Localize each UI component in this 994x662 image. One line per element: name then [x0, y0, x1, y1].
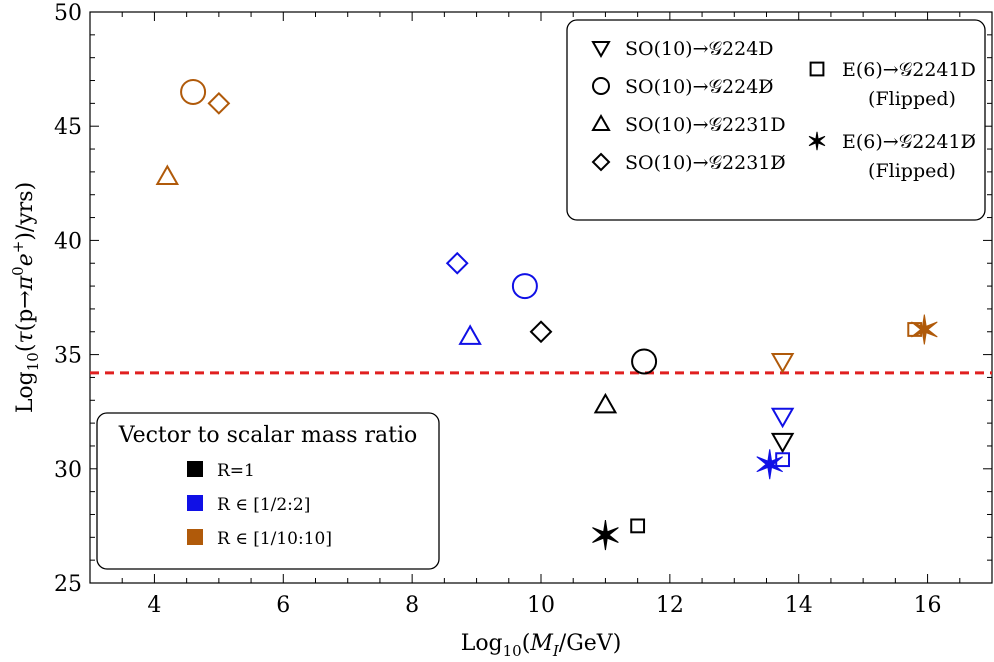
data-point-star [756, 449, 783, 480]
x-tick-label: 6 [276, 593, 290, 618]
data-point-diamond [529, 320, 553, 344]
y-tick-label: 40 [54, 229, 82, 254]
x-tick-label: 10 [527, 593, 555, 618]
legend-sublabel: (Flipped) [868, 88, 956, 110]
data-point-circle [511, 273, 538, 300]
legend-marker-diamond [591, 152, 611, 172]
x-tick-label: 16 [914, 593, 942, 618]
data-point-star [911, 314, 938, 345]
legend-label: SO(10)→𝒢224D̸ [625, 76, 774, 98]
legend-label: E(6)→𝒢2241D̸ [842, 131, 976, 153]
data-point-circle [180, 78, 207, 105]
legend-marker-star [808, 131, 826, 151]
y-tick-label: 30 [54, 458, 82, 483]
legend-marker-triangle-down [591, 41, 611, 59]
legend-marker-triangle-up [591, 113, 611, 131]
legend-sublabel: (Flipped) [868, 160, 956, 182]
x-tick-label: 12 [656, 593, 684, 618]
x-axis: 4 6 8 10 12 14 16 [121, 12, 961, 618]
data-point-triangle-up [458, 324, 482, 345]
data-point-circle [631, 348, 658, 375]
color-legend-swatch [187, 495, 203, 511]
color-legend: Vector to scalar mass ratio R=1 R ∈ [1/2:2… [96, 412, 440, 570]
data-point-star [592, 520, 619, 551]
legend-marker-circle [592, 77, 610, 95]
data-point-diamond [445, 251, 469, 275]
x-tick-label: 4 [147, 593, 161, 618]
y-axis: 25 30 35 40 45 50 [54, 1, 992, 597]
data-point-triangle-down [770, 407, 795, 429]
color-legend-swatch [187, 529, 203, 545]
legend-label: E(6)→𝒢2241D [842, 59, 976, 81]
legend-label: SO(10)→𝒢2231D [625, 114, 786, 136]
data-point-triangle-down [770, 432, 795, 454]
y-tick-label: 50 [54, 1, 82, 26]
y-axis-title: Log10(τ(p→π0e+)/yrs) [9, 182, 42, 413]
data-points [155, 78, 938, 551]
x-tick-label: 8 [405, 593, 419, 618]
color-legend-box [96, 412, 440, 570]
y-tick-label: 35 [54, 344, 82, 369]
legend-marker-square [809, 61, 825, 77]
legend-label: SO(10)→𝒢224D [625, 38, 774, 60]
legend-label: SO(10)→𝒢2231D̸ [625, 152, 786, 174]
y-tick-label: 25 [54, 572, 82, 597]
data-point-diamond [207, 91, 231, 115]
y-tick-label: 45 [54, 115, 82, 140]
marker-legend: SO(10)→𝒢224D SO(10)→𝒢224D̸ SO(10)→𝒢2231D SO… [566, 19, 986, 221]
color-legend-label: R ∈ [1/2:2] [217, 495, 310, 515]
x-tick-label: 14 [785, 593, 813, 618]
color-legend-swatch [187, 461, 203, 477]
data-point-square [630, 518, 646, 534]
data-point-triangle-up [155, 164, 180, 185]
color-legend-label: R=1 [217, 461, 255, 481]
marker-legend-box [566, 19, 986, 221]
data-point-triangle-up [593, 392, 618, 414]
color-legend-title: Vector to scalar mass ratio [118, 423, 418, 448]
color-legend-label: R ∈ [1/10:10] [217, 529, 332, 549]
data-point-triangle-down [770, 352, 795, 374]
x-axis-title: Log10(MI/GeV) [461, 631, 622, 660]
